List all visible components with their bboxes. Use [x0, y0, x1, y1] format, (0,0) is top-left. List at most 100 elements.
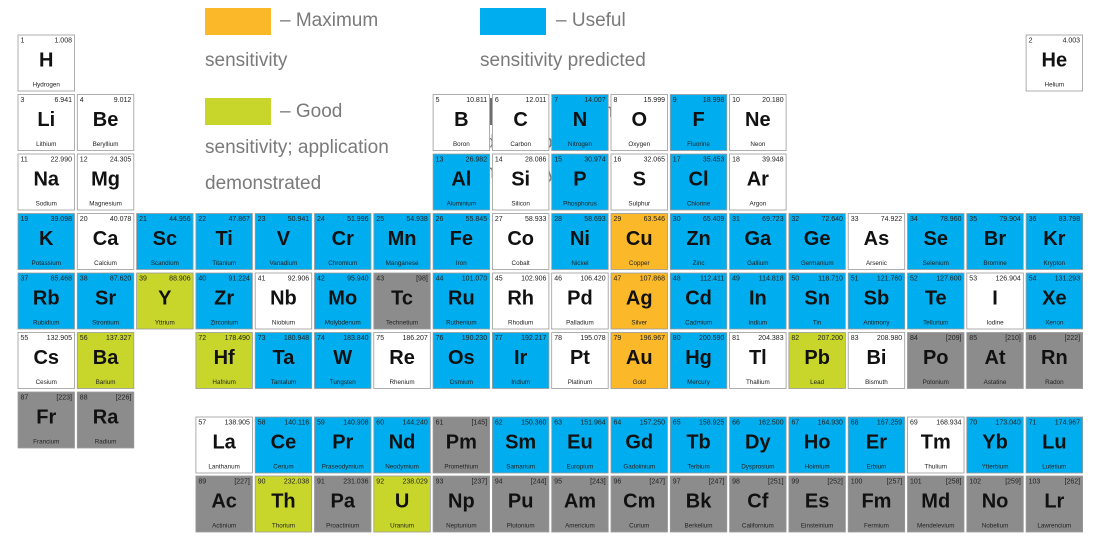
- atomic-number: 20: [80, 216, 88, 223]
- atomic-number: 73: [258, 335, 266, 342]
- element-name: Tungsten: [330, 379, 357, 386]
- element-symbol: Ir: [514, 347, 528, 369]
- atomic-number: 91: [317, 478, 325, 485]
- element-name: Proactinium: [326, 523, 359, 530]
- cell-bg: [966, 416, 1024, 474]
- atomic-mass: 186.207: [402, 335, 427, 342]
- atomic-mass: [222]: [1065, 335, 1081, 342]
- atomic-mass: 102.906: [521, 275, 546, 282]
- element-cell: 41 92.906 Nb Niobium: [254, 272, 313, 330]
- atomic-number: 4: [80, 97, 84, 104]
- element-cell: 99 [252] Es Einsteinium: [788, 475, 846, 533]
- element-cell: 29 63.546 Cu Copper: [610, 213, 668, 270]
- element-symbol: Sb: [864, 287, 890, 309]
- atomic-mass: 106.420: [580, 275, 605, 282]
- atomic-mass: 238.029: [402, 478, 427, 485]
- element-cell: 62 150.360 Sm Samarium: [491, 416, 550, 474]
- element-name: Lanthanum: [208, 464, 240, 471]
- element-name: Technetium: [386, 320, 418, 327]
- atomic-number: 33: [851, 216, 859, 223]
- atomic-mass: [244]: [531, 478, 547, 485]
- cell-bg: [610, 475, 668, 533]
- element-symbol: I: [992, 287, 998, 309]
- element-name: Niobium: [272, 320, 295, 327]
- element-name: Nitrogen: [568, 141, 592, 148]
- atomic-number: 24: [317, 216, 325, 223]
- element-symbol: Lr: [1044, 490, 1064, 512]
- cell-bg: [254, 332, 313, 389]
- element-cell: 75 186.207 Re Rhenium: [373, 332, 431, 389]
- atomic-number: 83: [851, 335, 859, 342]
- element-symbol: F: [692, 109, 704, 131]
- element-cell: 57 138.905 La Lanthanum: [195, 416, 253, 474]
- atomic-mass: [226]: [116, 394, 132, 401]
- element-cell: 42 95.940 Mo Molybdenum: [314, 272, 372, 330]
- atomic-mass: 231.036: [343, 478, 368, 485]
- element-symbol: Np: [448, 490, 475, 512]
- cell-bg: [17, 332, 75, 389]
- element-cell: 52 127.600 Te Tellurium: [907, 272, 965, 330]
- atomic-mass: 28.086: [525, 156, 547, 163]
- atomic-number: 84: [910, 335, 918, 342]
- element-name: Fluorine: [687, 141, 710, 148]
- element-cell: 14 28.086 Si Silicon: [491, 153, 550, 211]
- cell-bg: [610, 416, 668, 474]
- legend-text: sensitivity; application: [205, 137, 389, 158]
- element-name: Scandium: [151, 260, 179, 267]
- element-cell: 30 65.409 Zn Zinc: [669, 213, 728, 270]
- cell-bg: [788, 272, 846, 330]
- element-name: Silicon: [511, 201, 530, 208]
- atomic-number: 36: [1029, 216, 1037, 223]
- atomic-number: 15: [554, 156, 562, 163]
- atomic-number: 27: [495, 216, 503, 223]
- element-name: Tellurium: [923, 320, 948, 327]
- element-symbol: Sm: [505, 431, 536, 453]
- legend-item: – Useful sensitivity predicted: [480, 8, 646, 71]
- cell-bg: [432, 153, 491, 211]
- atomic-mass: 207.200: [818, 335, 843, 342]
- element-cell: 64 157.250 Gd Gadolinium: [610, 416, 668, 474]
- cell-bg: [314, 332, 372, 389]
- element-symbol: Se: [924, 228, 948, 250]
- cell-bg: [610, 332, 668, 389]
- element-cell: 53 126.904 I Iodine: [966, 272, 1024, 330]
- atomic-number: 77: [495, 335, 503, 342]
- cell-bg: [314, 475, 372, 533]
- element-name: Dysprosium: [741, 464, 774, 471]
- element-name: Erbium: [866, 464, 886, 471]
- element-name: Argon: [749, 201, 766, 208]
- atomic-mass: 6.941: [54, 97, 72, 104]
- cell-bg: [314, 213, 372, 270]
- cell-bg: [1025, 34, 1083, 92]
- element-name: Lithium: [36, 141, 56, 148]
- atomic-mass: 4.003: [1063, 37, 1081, 44]
- atomic-number: 14: [495, 156, 503, 163]
- element-name: Praseodymium: [322, 464, 364, 471]
- element-symbol: Pa: [331, 490, 356, 512]
- element-symbol: Tb: [686, 431, 710, 453]
- element-cell: 31 69.723 Ga Gallium: [729, 213, 787, 270]
- atomic-number: 90: [258, 478, 266, 485]
- atomic-number: 99: [791, 478, 799, 485]
- element-name: Thulium: [925, 464, 947, 471]
- atomic-mass: 180.948: [284, 335, 309, 342]
- cell-bg: [373, 475, 431, 533]
- element-cell: 67 164.930 Ho Holmium: [788, 416, 846, 474]
- atomic-mass: 173.040: [995, 419, 1020, 426]
- element-symbol: N: [573, 109, 587, 131]
- element-name: Antimony: [863, 320, 890, 327]
- atomic-mass: 95.940: [347, 275, 369, 282]
- cell-bg: [847, 475, 906, 533]
- element-symbol: Tl: [749, 347, 767, 369]
- element-name: Polonium: [923, 379, 949, 386]
- cell-bg: [254, 416, 313, 474]
- legend-swatch: [205, 8, 271, 35]
- atomic-mass: 101.070: [462, 275, 487, 282]
- element-name: Copper: [629, 260, 650, 267]
- atomic-number: 43: [376, 275, 384, 282]
- cell-bg: [551, 416, 609, 474]
- element-cell: 33 74.922 As Arsenic: [847, 213, 906, 270]
- cell-bg: [373, 332, 431, 389]
- atomic-mass: 26.982: [466, 156, 488, 163]
- element-cell: 81 204.383 Tl Thallium: [729, 332, 787, 389]
